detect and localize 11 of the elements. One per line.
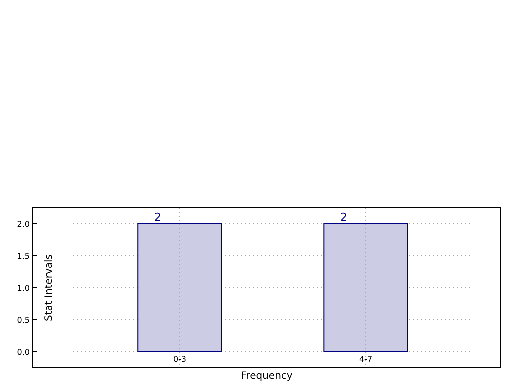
data-label: 2 — [340, 211, 348, 224]
x-tick-label: 0-3 — [173, 355, 187, 364]
y-tick-label: 2.0 — [17, 220, 30, 229]
y-tick-label: 0.5 — [17, 316, 30, 325]
y-tick-label: 1.0 — [17, 284, 30, 293]
data-label: 2 — [154, 211, 162, 224]
y-tick-label: 0.0 — [17, 348, 30, 357]
x-tick-label: 4-7 — [359, 355, 373, 364]
y-tick-label: 1.5 — [17, 252, 30, 261]
x-axis-title: Frequency — [241, 371, 293, 382]
y-axis-title: Stat Intervals — [44, 254, 55, 322]
